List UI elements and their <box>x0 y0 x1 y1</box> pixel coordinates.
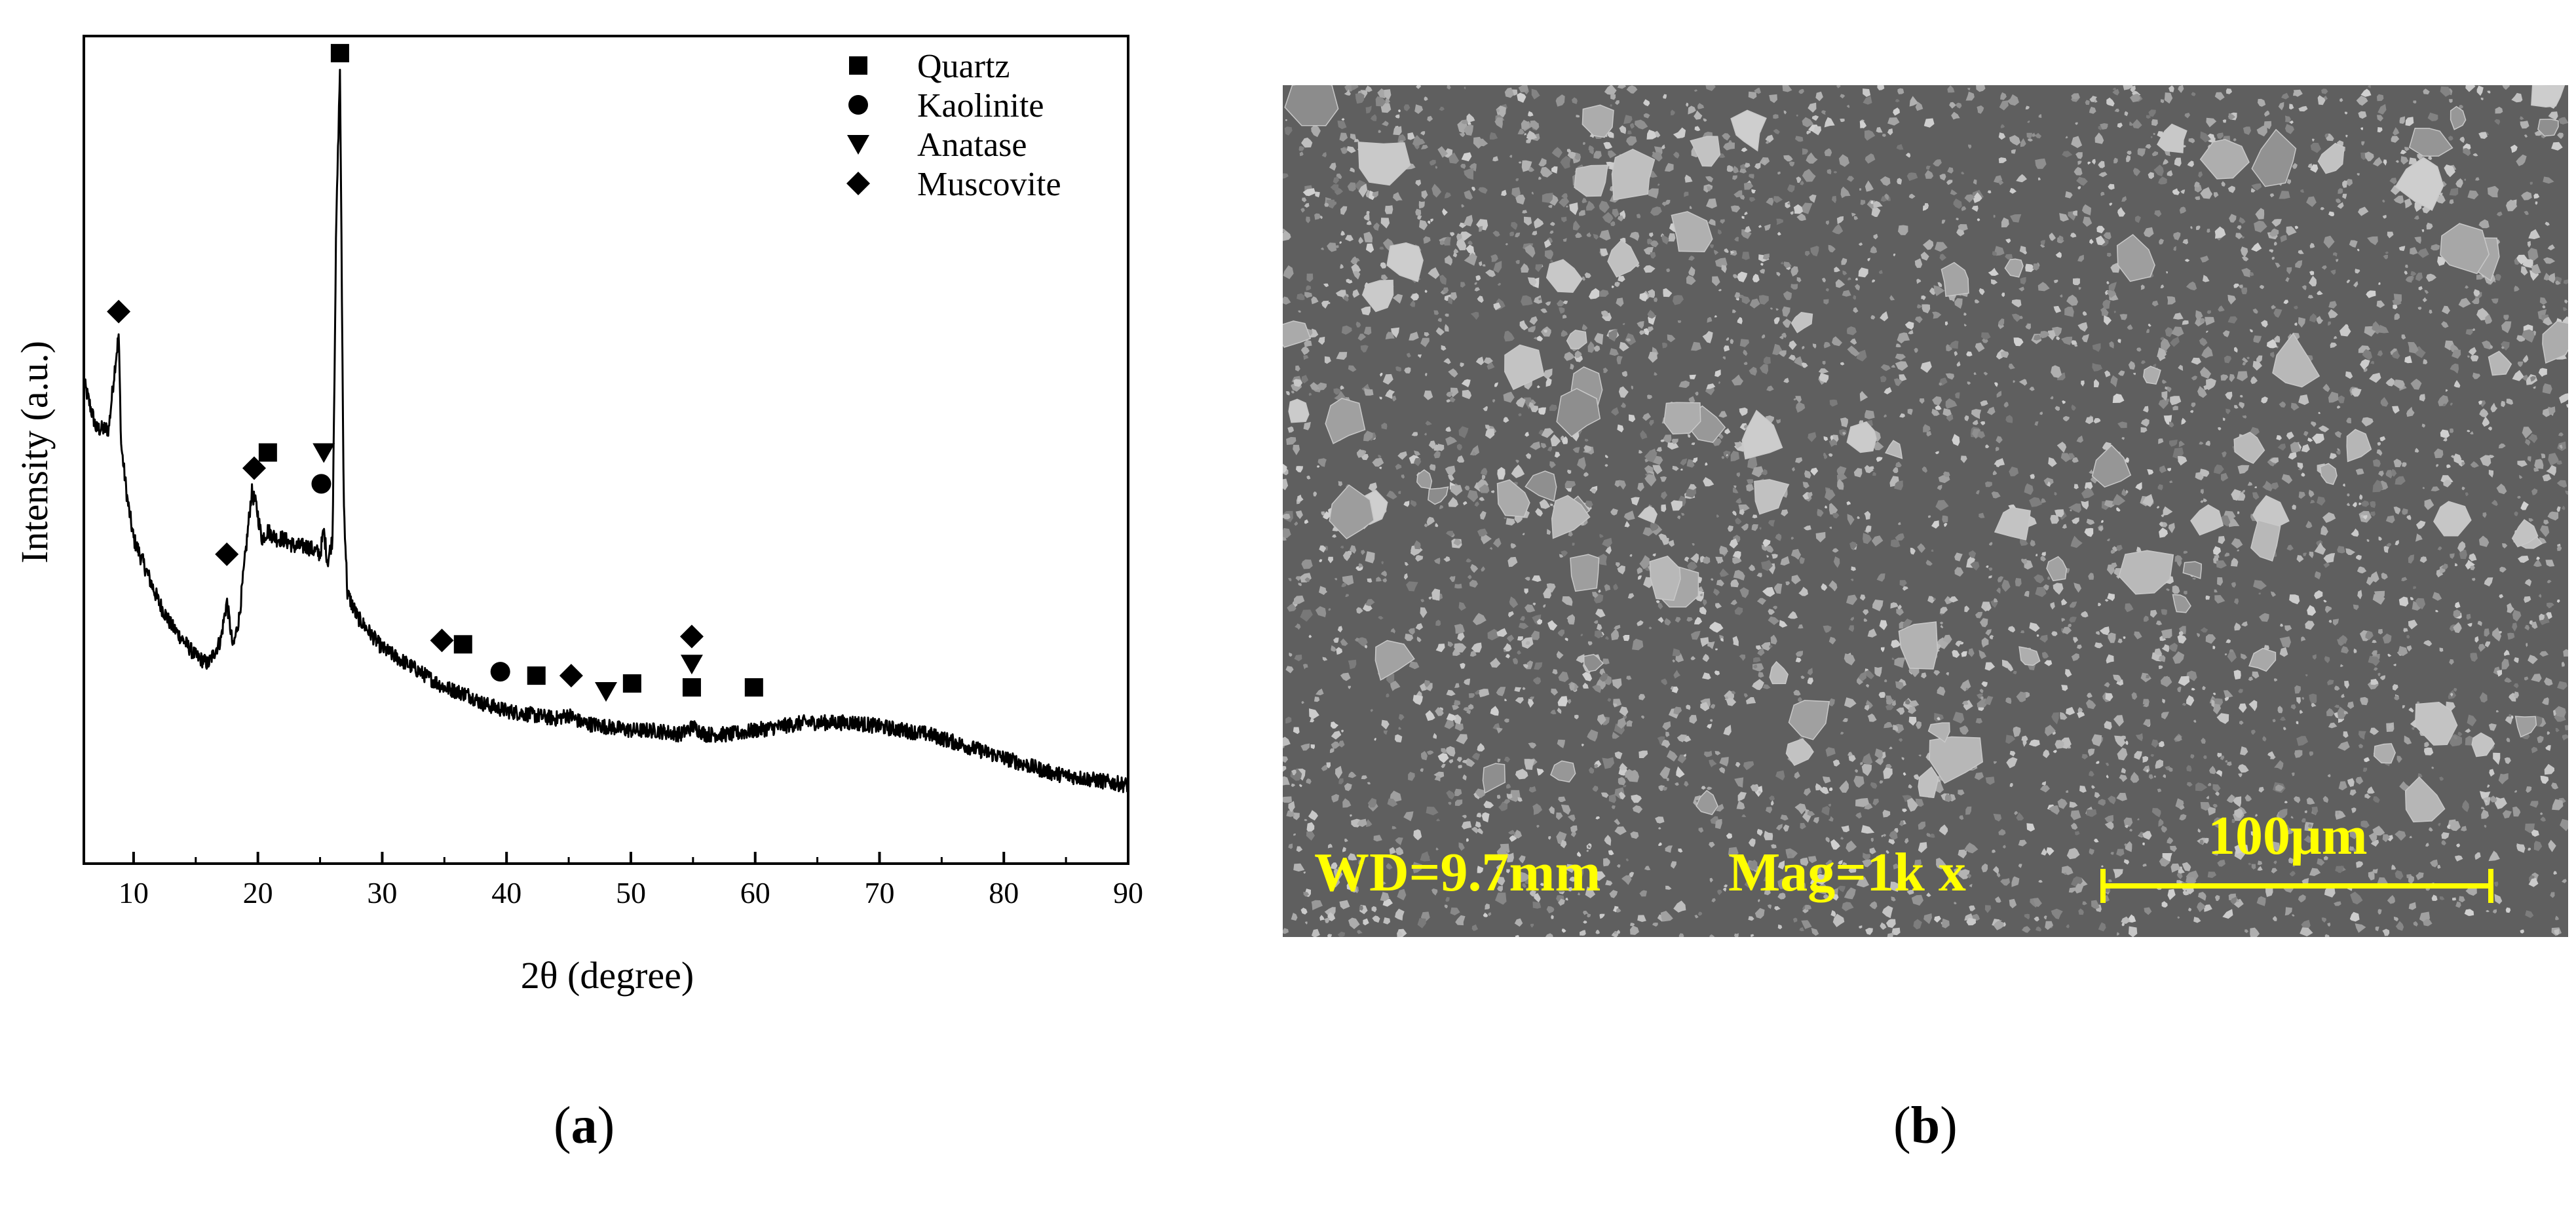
peak-markers <box>107 44 763 702</box>
caption-b: (b) <box>1893 1097 1958 1155</box>
peak-marker-quartz <box>527 666 546 685</box>
legend-label-quartz: Quartz <box>917 48 1010 85</box>
peak-marker-quartz <box>258 443 277 462</box>
xrd-pattern-line <box>83 69 1129 794</box>
x-tick-label: 60 <box>740 876 770 909</box>
peak-marker-quartz <box>330 44 349 63</box>
legend-label-muscovite: Muscovite <box>917 166 1061 203</box>
x-tick-label: 90 <box>1113 876 1143 909</box>
xrd-chart: 10 20 30 40 50 60 70 80 90 QuartzKaoliniteAnatas… <box>13 35 1143 997</box>
peak-marker-muscovite <box>430 628 454 653</box>
peak-marker-muscovite <box>242 456 266 480</box>
x-tick-label: 80 <box>989 876 1019 909</box>
sem-scale-bar <box>2100 869 2493 903</box>
peak-marker-quartz <box>622 674 641 693</box>
y-axis-title: Intensity (a.u.) <box>13 341 56 564</box>
x-tick-label: 40 <box>491 876 521 909</box>
sem-image-panel: WD=9.7mm Mag=1k x 100μm <box>1283 85 2568 937</box>
peak-marker-muscovite <box>215 542 239 566</box>
sem-scale-bar-label: 100μm <box>2208 805 2368 866</box>
chart-axes <box>83 35 1129 865</box>
peak-marker-kaolinite <box>490 662 510 682</box>
xrd-series <box>83 69 1129 794</box>
peak-marker-kaolinite <box>311 474 331 494</box>
caption-a: (a) <box>554 1097 615 1155</box>
x-tick-label: 30 <box>367 876 397 909</box>
x-tick-label: 70 <box>864 876 894 909</box>
sem-working-distance-label: WD=9.7mm <box>1314 842 1601 903</box>
legend-marker-muscovite <box>846 172 870 195</box>
x-tick-label: 50 <box>616 876 646 909</box>
peak-marker-quartz <box>744 678 763 697</box>
legend-marker-quartz <box>849 56 867 75</box>
peak-marker-quartz <box>682 678 701 697</box>
legend-label-anatase: Anatase <box>917 126 1027 164</box>
sem-particles <box>1283 85 2568 937</box>
peak-marker-muscovite <box>107 299 131 324</box>
peak-marker-quartz <box>453 635 472 654</box>
legend-marker-anatase <box>847 135 869 155</box>
x-tick-label: 20 <box>243 876 273 909</box>
legend-label-kaolinite: Kaolinite <box>917 87 1044 124</box>
legend-marker-kaolinite <box>848 95 868 115</box>
peak-marker-anatase <box>313 443 335 463</box>
peak-marker-anatase <box>595 682 617 702</box>
peak-marker-muscovite <box>559 664 583 688</box>
x-axis-title: 2θ (degree) <box>521 954 694 997</box>
plot-frame <box>83 35 1129 865</box>
sem-magnification-label: Mag=1k x <box>1728 842 1966 903</box>
sem-micrograph <box>1283 85 2568 937</box>
x-axis-ticks: 10 20 30 40 50 60 70 80 90 <box>119 852 1143 909</box>
x-tick-label: 10 <box>119 876 149 909</box>
peak-marker-anatase <box>680 655 703 675</box>
peak-marker-muscovite <box>679 624 704 649</box>
